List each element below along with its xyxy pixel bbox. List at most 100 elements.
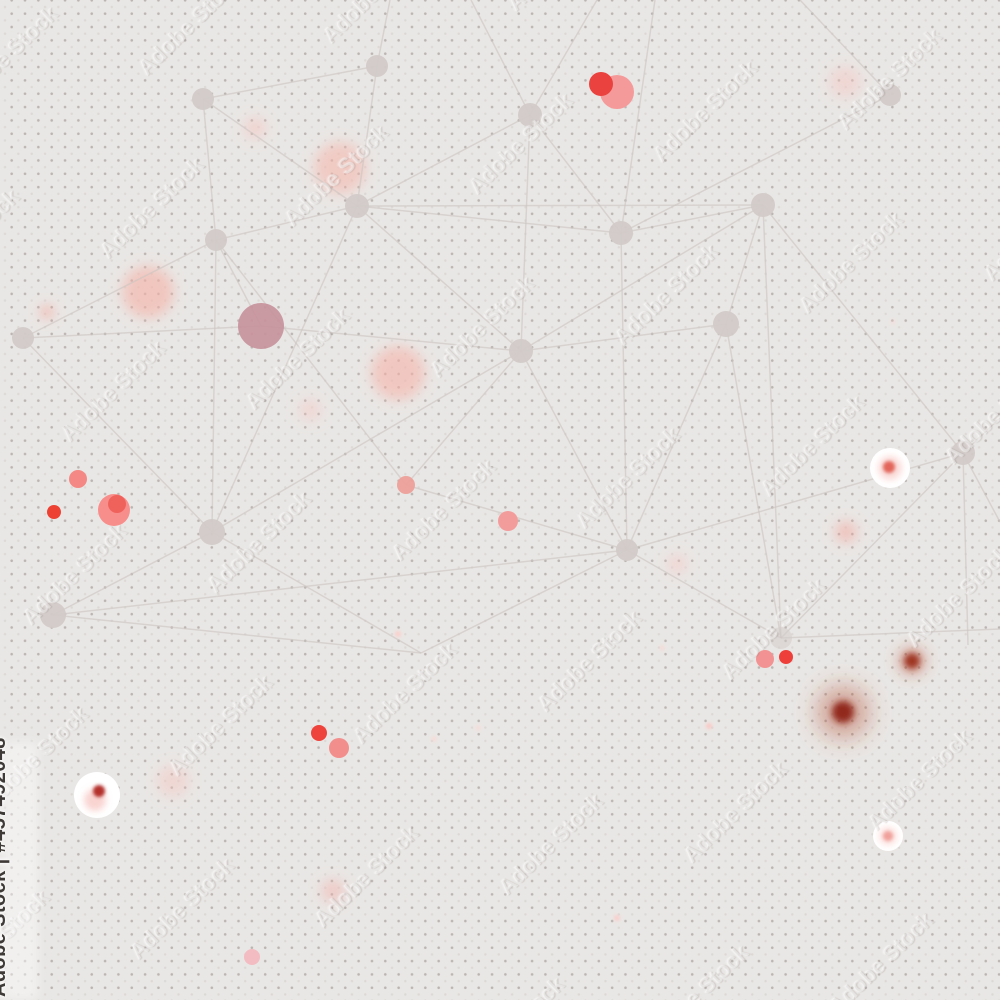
network-edge <box>211 531 422 654</box>
red-accent-dot <box>108 495 126 513</box>
soft-glow <box>122 266 174 318</box>
soft-glow <box>667 554 687 574</box>
network-node <box>770 627 792 649</box>
network-node <box>12 327 34 349</box>
light-speck <box>890 319 896 325</box>
network-edge <box>470 0 531 116</box>
network-node <box>951 441 975 465</box>
network-edge <box>356 114 531 207</box>
network-node <box>366 55 388 77</box>
red-accent-dot <box>589 72 613 96</box>
soft-glow <box>829 66 861 98</box>
network-edge <box>356 205 622 234</box>
blurred-red-dot <box>832 701 854 723</box>
network-edge <box>626 323 727 551</box>
network-node <box>518 103 542 127</box>
red-accent-dot <box>69 470 87 488</box>
network-edge <box>620 94 891 234</box>
red-accent-dot <box>311 725 327 741</box>
red-accent-dot <box>329 738 349 758</box>
network-edge <box>725 204 764 325</box>
network-edge <box>626 452 964 551</box>
soft-glow-layer <box>41 66 861 903</box>
network-edge <box>52 531 213 616</box>
network-edge <box>780 628 1000 639</box>
light-speck <box>431 736 437 742</box>
blurred-dot-layer <box>816 645 928 739</box>
white-glow-circle <box>873 821 903 851</box>
network-edge <box>52 614 422 654</box>
soft-glow <box>244 117 266 139</box>
light-speck <box>475 725 481 731</box>
network-edge <box>725 323 782 639</box>
network-edge <box>356 65 378 207</box>
light-speck <box>614 915 620 921</box>
stock-id-watermark: Adobe Stock | #457492048 <box>0 737 10 997</box>
network-node <box>40 602 66 628</box>
soft-glow <box>299 399 321 421</box>
light-speck <box>395 631 401 637</box>
network-edge <box>626 549 782 639</box>
network-edge <box>211 350 522 533</box>
network-node <box>205 229 227 251</box>
network-edge <box>215 205 358 241</box>
red-accent-dot <box>244 949 260 965</box>
soft-glow <box>321 879 345 903</box>
stock-id-backdrop-strip <box>4 742 38 1000</box>
network-edge <box>22 337 213 533</box>
network-node <box>713 311 739 337</box>
network-node <box>751 193 775 217</box>
network-edge <box>211 205 358 533</box>
network-edge <box>962 452 1000 523</box>
network-edge <box>799 0 891 96</box>
network-edge <box>620 204 764 234</box>
white-glow-circle <box>74 772 120 818</box>
network-edge <box>520 114 531 352</box>
soft-glow <box>41 306 53 318</box>
soft-glow <box>371 346 425 400</box>
network-edge <box>376 0 391 67</box>
white-circle-center-dot <box>93 785 105 797</box>
network-edge-layer <box>22 0 1000 654</box>
network-edge <box>260 325 522 352</box>
colored-node <box>238 303 284 349</box>
blurred-red-dot <box>904 653 920 669</box>
soft-glow <box>314 142 366 194</box>
light-speck <box>659 645 665 651</box>
network-node <box>609 221 633 245</box>
network-edge <box>356 204 764 207</box>
network-edge <box>202 98 358 207</box>
white-circle-layer <box>74 448 910 851</box>
network-edge <box>762 204 964 454</box>
white-circle-center-dot <box>883 831 893 841</box>
network-node <box>616 539 638 561</box>
light-speck-layer <box>395 319 896 921</box>
red-accent-dot <box>47 505 61 519</box>
soft-glow <box>157 765 189 797</box>
network-edge <box>52 549 628 616</box>
network-edge <box>780 452 964 639</box>
network-node <box>879 84 901 106</box>
network-edge <box>620 232 628 551</box>
network-edge <box>22 325 262 339</box>
network-edge <box>520 204 764 352</box>
network-node <box>345 194 369 218</box>
network-node <box>509 339 533 363</box>
soft-glow <box>835 521 857 543</box>
network-node <box>192 88 214 110</box>
network-edge <box>620 0 656 234</box>
network-edge <box>215 239 407 486</box>
network-edge <box>405 350 522 486</box>
network-edge <box>529 114 622 234</box>
white-glow-circle <box>870 448 910 488</box>
network-edge <box>356 205 522 352</box>
network-edge <box>962 452 969 646</box>
network-node <box>199 519 225 545</box>
red-accent-dot <box>779 650 793 664</box>
light-speck <box>706 723 712 729</box>
accent-dot-layer <box>47 72 793 965</box>
